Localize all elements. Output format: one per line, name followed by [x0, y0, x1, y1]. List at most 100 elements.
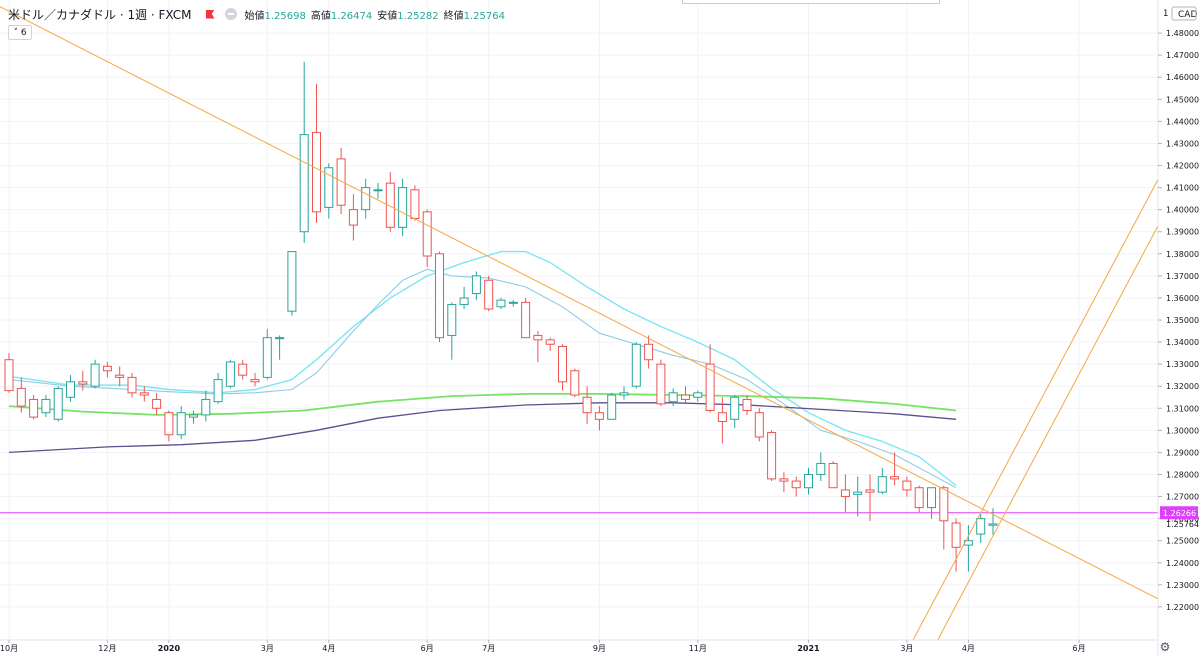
price-tick-label: 1.45000: [1166, 95, 1199, 104]
candle: [951, 518, 961, 572]
candle: [90, 359, 100, 389]
close-label: 終値: [443, 10, 464, 22]
candle-body: [275, 337, 285, 340]
candle-body: [545, 339, 555, 345]
candle: [890, 452, 900, 486]
candle-body: [250, 379, 260, 383]
candle: [730, 395, 740, 429]
price-tick-top: 1: [1163, 9, 1168, 19]
candle-body: [804, 473, 813, 489]
candle-body: [644, 343, 654, 361]
legend-header: 米ドル／カナダドル · 1週 · FXCM 始値1.25698 高値1.2647…: [8, 5, 510, 23]
moving-average-blue: [8, 268, 957, 489]
currency-label: CAD: [1178, 10, 1197, 20]
price-tick-label: 1.31000: [1166, 404, 1199, 413]
price-tick-label: 1.37000: [1166, 272, 1199, 281]
price-tick-label: 1.35000: [1166, 316, 1199, 325]
candle: [631, 342, 641, 389]
candle: [545, 337, 555, 351]
candle: [287, 251, 297, 316]
candle: [767, 430, 777, 482]
candle: [521, 297, 531, 339]
candle-body: [594, 412, 604, 420]
settings-gear-icon[interactable]: ⚙: [1159, 640, 1171, 654]
time-tick-label: 7月: [482, 644, 495, 653]
candle: [828, 461, 838, 489]
candle-body: [877, 476, 887, 493]
candle-body: [533, 334, 543, 341]
time-tick-label: 9月: [593, 644, 606, 653]
candle-body: [385, 182, 395, 228]
candle-body: [373, 189, 383, 192]
candle: [594, 406, 604, 431]
candle-body: [619, 392, 629, 396]
candle-body: [139, 392, 149, 396]
price-tick-label: 1.38000: [1166, 250, 1199, 259]
candle-body: [4, 359, 14, 392]
candle: [16, 377, 26, 413]
candle-body: [471, 275, 481, 295]
candle-body: [164, 412, 174, 436]
candle: [705, 344, 715, 413]
indicators-toggle-button[interactable]: ˅ 6: [8, 25, 32, 40]
candle: [902, 476, 912, 497]
time-tick-label: 4月: [322, 644, 335, 653]
candle: [29, 395, 39, 420]
candle: [717, 397, 727, 444]
chevron-down-icon: ˅: [13, 27, 21, 38]
candle: [102, 361, 112, 378]
candle-body: [496, 299, 506, 308]
price-tick-label: 1.34000: [1166, 338, 1199, 347]
price-tick-label: 1.43000: [1166, 139, 1199, 148]
candle: [213, 372, 223, 404]
high-value: 高値1.26474: [311, 7, 372, 22]
candle: [447, 302, 457, 360]
last-price-label: 1.25764: [1166, 520, 1199, 529]
top-panel-edge: [682, 0, 940, 4]
candle: [816, 452, 826, 482]
candle-body: [914, 487, 924, 509]
candles: [4, 61, 998, 572]
candle-body: [398, 187, 408, 228]
indicator-count: 6: [20, 27, 27, 38]
candle-body: [127, 376, 137, 394]
candle: [508, 300, 518, 307]
candle-body: [336, 158, 346, 206]
price-tick-label: 1.41000: [1166, 184, 1199, 193]
candle-body: [41, 398, 51, 414]
candle-body: [238, 363, 248, 376]
candle: [238, 359, 248, 380]
candle: [484, 275, 494, 312]
candle: [115, 366, 125, 387]
close-value: 終値1.25764: [444, 7, 505, 22]
candle: [275, 335, 285, 360]
low-label: 安値: [377, 10, 398, 22]
candle-body: [29, 398, 39, 418]
price-tick-label: 1.23000: [1166, 581, 1199, 590]
candle-body: [287, 251, 297, 312]
symbol-title[interactable]: 米ドル／カナダドル · 1週 · FXCM: [8, 7, 192, 22]
moving-average-green: [8, 393, 957, 416]
price-tick-label: 1.36000: [1166, 294, 1199, 303]
time-tick-label: 11月: [689, 644, 707, 653]
candle: [4, 353, 14, 393]
candle-body: [324, 167, 334, 208]
candle: [988, 508, 998, 535]
moving-average-purple: [8, 402, 957, 454]
candle-body: [631, 343, 641, 387]
candle: [963, 525, 973, 572]
candle: [66, 375, 75, 402]
candle: [607, 392, 617, 420]
flag-icon[interactable]: [205, 9, 215, 19]
candle-body: [693, 392, 703, 398]
price-tick-label: 1.30000: [1166, 426, 1199, 435]
candle: [127, 372, 137, 398]
trendline-3: [937, 224, 1158, 640]
candle-body: [201, 398, 211, 416]
candle: [681, 386, 690, 404]
hide-eye-icon[interactable]: [224, 8, 237, 20]
candle: [176, 406, 186, 440]
candle-body: [828, 462, 838, 489]
